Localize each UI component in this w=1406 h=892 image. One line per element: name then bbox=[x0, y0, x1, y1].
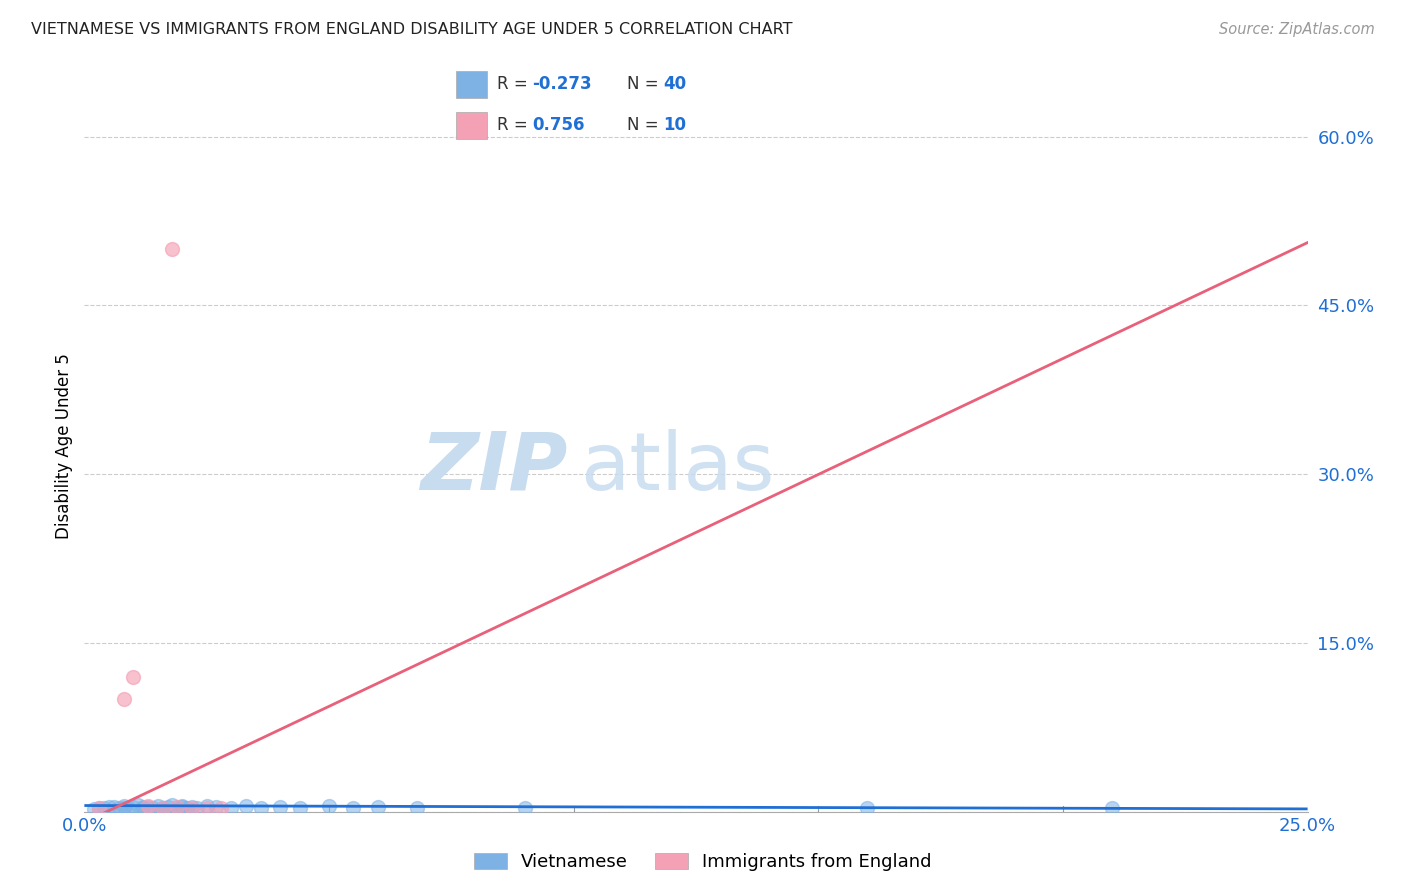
Point bbox=[288, 801, 311, 815]
Legend: Vietnamese, Immigrants from England: Vietnamese, Immigrants from England bbox=[467, 846, 939, 879]
Point bbox=[156, 800, 179, 814]
Point bbox=[122, 800, 145, 814]
Point bbox=[172, 799, 194, 814]
Point bbox=[195, 799, 218, 814]
Point bbox=[186, 801, 208, 815]
Point bbox=[146, 799, 169, 814]
Point bbox=[162, 242, 184, 256]
Point bbox=[1101, 801, 1123, 815]
Point bbox=[205, 800, 228, 814]
Point bbox=[166, 800, 188, 814]
Point bbox=[136, 799, 159, 814]
Text: 10: 10 bbox=[664, 116, 686, 134]
Point bbox=[112, 799, 135, 814]
Text: VIETNAMESE VS IMMIGRANTS FROM ENGLAND DISABILITY AGE UNDER 5 CORRELATION CHART: VIETNAMESE VS IMMIGRANTS FROM ENGLAND DI… bbox=[31, 22, 793, 37]
Text: N =: N = bbox=[627, 76, 664, 94]
Text: 0.756: 0.756 bbox=[533, 116, 585, 134]
Point bbox=[117, 801, 139, 815]
Point bbox=[172, 800, 194, 814]
Point bbox=[122, 670, 145, 684]
Point bbox=[249, 801, 271, 815]
Point bbox=[367, 800, 389, 814]
Text: Source: ZipAtlas.com: Source: ZipAtlas.com bbox=[1219, 22, 1375, 37]
Y-axis label: Disability Age Under 5: Disability Age Under 5 bbox=[55, 353, 73, 539]
Bar bbox=[457, 112, 488, 139]
Bar bbox=[457, 71, 488, 98]
Point bbox=[97, 800, 120, 814]
Point bbox=[166, 801, 188, 815]
Point bbox=[152, 801, 174, 815]
Point bbox=[219, 801, 242, 815]
Point bbox=[342, 801, 364, 815]
Text: -0.273: -0.273 bbox=[533, 76, 592, 94]
Point bbox=[87, 801, 110, 815]
Point bbox=[209, 801, 232, 815]
Point bbox=[195, 801, 218, 815]
Point bbox=[107, 801, 129, 815]
Point bbox=[83, 802, 105, 816]
Text: R =: R = bbox=[496, 116, 533, 134]
Point bbox=[406, 801, 429, 815]
Point bbox=[152, 801, 174, 815]
Point bbox=[87, 801, 110, 815]
Point bbox=[181, 801, 204, 815]
Point bbox=[136, 800, 159, 814]
Point bbox=[318, 799, 340, 814]
Text: N =: N = bbox=[627, 116, 664, 134]
Point bbox=[181, 800, 204, 814]
Point bbox=[176, 801, 198, 815]
Point bbox=[93, 801, 115, 815]
Point bbox=[152, 801, 174, 815]
Point bbox=[513, 801, 536, 815]
Point bbox=[142, 801, 165, 815]
Point bbox=[112, 801, 135, 815]
Point bbox=[103, 800, 125, 814]
Point bbox=[132, 800, 155, 814]
Text: 40: 40 bbox=[664, 76, 686, 94]
Point bbox=[235, 799, 257, 814]
Text: atlas: atlas bbox=[579, 429, 775, 507]
Point bbox=[269, 800, 291, 814]
Point bbox=[162, 797, 184, 812]
Point bbox=[856, 801, 879, 815]
Text: ZIP: ZIP bbox=[420, 429, 568, 507]
Text: R =: R = bbox=[496, 76, 533, 94]
Point bbox=[112, 692, 135, 706]
Point bbox=[132, 801, 155, 815]
Point bbox=[127, 797, 149, 812]
